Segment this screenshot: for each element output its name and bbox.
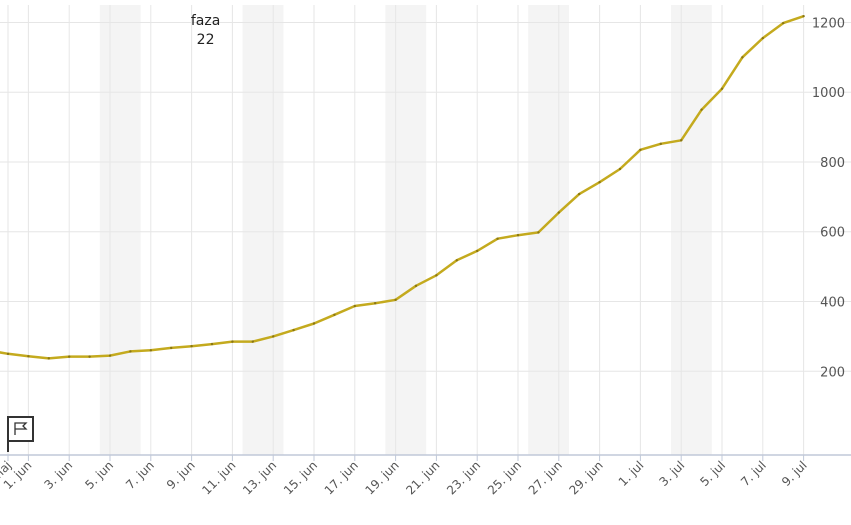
data-point[interactable] [476,249,479,253]
data-point[interactable] [496,237,499,240]
data-point[interactable] [353,304,356,308]
y-tick-label: 800 [820,156,845,171]
x-tick-label: 5. jun [82,458,116,492]
data-point[interactable] [557,211,560,214]
data-point[interactable] [782,21,785,25]
x-tick-label: 17. jun [322,458,361,497]
data-point[interactable] [516,234,520,237]
data-point[interactable] [231,340,234,343]
data-point[interactable] [720,87,724,90]
data-point[interactable] [6,352,10,356]
y-tick-label: 200 [820,365,845,380]
y-tick-label: 1000 [812,86,845,101]
data-point[interactable] [68,355,71,358]
data-point[interactable] [88,355,91,358]
weekend-band [242,5,284,455]
data-point[interactable] [312,322,316,325]
data-point[interactable] [251,340,254,343]
y-tick-label: 600 [820,226,845,241]
x-tick-label: 19. jun [363,458,402,497]
annotation-label-line2: 22 [197,32,215,48]
x-tick-label: 7. jul [738,458,769,489]
data-point[interactable] [659,142,662,146]
data-point[interactable] [414,284,418,288]
x-tick-label: 23. jun [444,458,483,497]
x-tick-label: 7. jun [123,458,157,492]
x-tick-label: 11. jun [199,458,238,497]
data-point[interactable] [741,56,744,59]
data-point[interactable] [47,357,50,360]
x-tick-label: 3. jun [42,458,76,492]
x-tick-label: 9. jul [779,458,810,489]
data-point[interactable] [394,298,397,301]
data-point[interactable] [170,346,173,350]
data-point[interactable] [578,192,581,196]
data-point[interactable] [435,274,438,277]
data-point[interactable] [455,259,458,262]
y-tick-label: 1200 [812,16,845,31]
x-tick-label: 25. jun [485,458,524,497]
data-point[interactable] [149,349,152,352]
annotation-label-line1: faza [191,13,220,29]
data-point[interactable] [272,335,275,338]
x-tick-label: 3. jul [657,458,688,489]
data-point[interactable] [333,313,336,316]
weekend-band [385,5,427,455]
data-point[interactable] [190,344,193,348]
weekend-band [671,5,712,455]
data-point[interactable] [639,148,642,151]
data-point[interactable] [802,14,805,18]
x-tick-label: 13. jun [240,458,279,497]
x-tick-label: 27. jun [526,458,565,497]
data-point[interactable] [108,354,112,357]
x-tick-label: 29. jun [567,458,606,497]
flag-glyph [14,422,28,435]
x-tick-label: 9. jun [164,458,198,492]
data-point[interactable] [374,302,377,305]
data-point[interactable] [537,231,540,234]
weekend-band [99,5,141,455]
x-tick-label: 15. jun [281,458,320,497]
y-tick-label: 400 [820,296,845,311]
data-point[interactable] [27,355,30,358]
data-point[interactable] [680,139,683,142]
x-tick-label: 21. jun [403,458,442,497]
x-tick-label: 1. jul [616,458,647,489]
data-point[interactable] [292,328,295,332]
x-tick-label: 5. jul [697,458,728,489]
data-point[interactable] [129,350,132,353]
data-point[interactable] [210,342,214,346]
data-point[interactable] [700,108,703,111]
data-point[interactable] [761,36,764,40]
data-point[interactable] [598,181,601,184]
weekend-band [528,5,569,455]
data-point[interactable] [618,167,622,171]
